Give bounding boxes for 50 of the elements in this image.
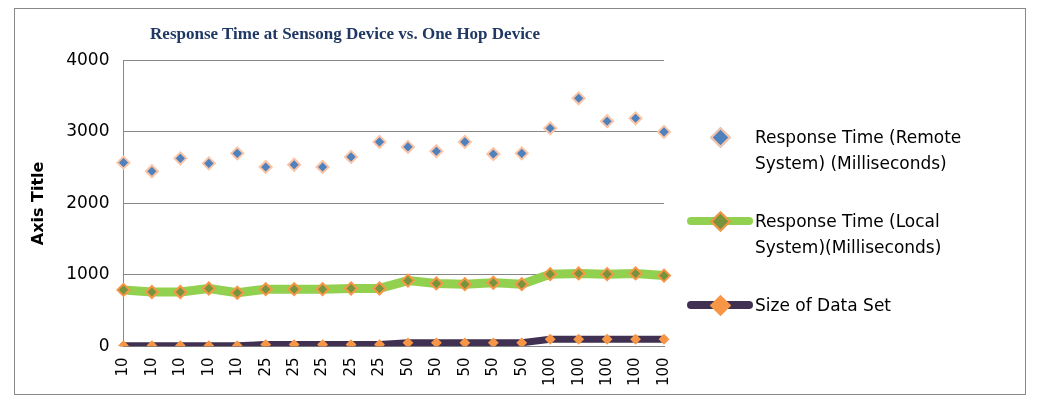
point (486, 147, 501, 162)
point (628, 111, 643, 126)
point (344, 149, 359, 164)
legend-label: Response Time (Remote System) (Milliseconds) (755, 125, 963, 175)
point (287, 157, 302, 172)
x-tick-label: 100 (596, 357, 615, 387)
x-tick-label: 25 (369, 357, 388, 377)
x-tick-label: 50 (454, 357, 473, 377)
point (543, 121, 558, 136)
point (173, 151, 188, 166)
point (457, 134, 472, 149)
x-tick-label: 100 (540, 357, 559, 387)
x-tick-label: 50 (483, 357, 502, 377)
chart-title: Response Time at Sensong Device vs. One Hop Device (150, 23, 541, 43)
y-tick-label: 4000 (66, 48, 110, 69)
x-tick-label: 25 (255, 357, 274, 377)
x-tick-label: 50 (511, 357, 530, 377)
point (144, 164, 159, 179)
x-tick-label: 25 (340, 357, 359, 377)
y-tick-label: 2000 (66, 191, 110, 212)
x-tick-label: 10 (170, 357, 189, 377)
point (315, 159, 330, 174)
point (400, 139, 415, 154)
point (201, 156, 216, 171)
x-tick-label: 10 (198, 357, 217, 377)
x-tick-label: 100 (625, 357, 644, 387)
x-tick-label: 50 (426, 357, 445, 377)
legend-label: Size of Data Set (755, 293, 891, 317)
x-tick-label: 10 (227, 357, 246, 377)
x-tick-label: 50 (397, 357, 416, 377)
legend-label: Response Time (Local System)(Milliseconds) (755, 209, 943, 259)
y-axis-title: Axis Title (27, 161, 47, 246)
point (429, 144, 444, 159)
x-tick-label: 25 (284, 357, 303, 377)
point (514, 146, 529, 161)
point (657, 124, 671, 139)
y-tick-label: 1000 (66, 263, 110, 284)
x-tick-label: 25 (312, 357, 331, 377)
x-tick-label: 100 (653, 357, 672, 387)
y-tick-label: 0 (98, 334, 110, 355)
x-tick-label: 100 (568, 357, 587, 387)
point (230, 146, 245, 161)
point (372, 134, 387, 149)
x-tick-label: 10 (141, 357, 160, 377)
point (571, 91, 586, 106)
x-tick-label: 10 (113, 357, 132, 377)
y-tick-label: 3000 (66, 120, 110, 141)
point (600, 114, 615, 129)
point (258, 159, 273, 174)
point (116, 155, 131, 170)
